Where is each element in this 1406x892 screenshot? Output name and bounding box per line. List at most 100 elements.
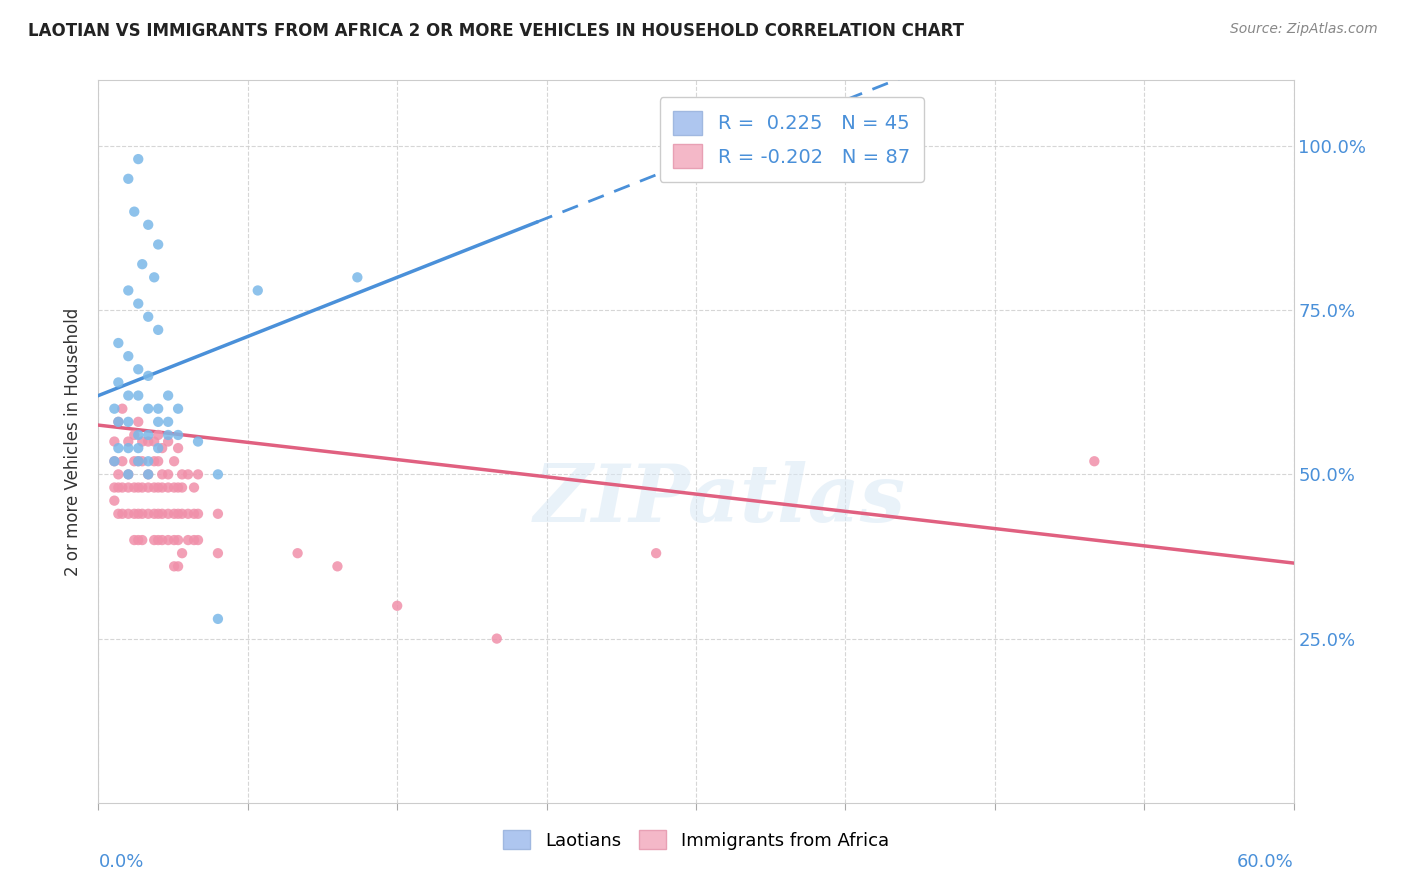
Point: [127, 533, 149, 547]
Point: [167, 401, 190, 416]
Text: ZIPatlas: ZIPatlas: [534, 460, 905, 538]
Point: [167, 559, 190, 574]
Point: [167, 428, 190, 442]
Text: 0.0%: 0.0%: [98, 854, 143, 871]
Point: [172, 467, 194, 482]
Point: [157, 434, 180, 449]
Point: [127, 415, 149, 429]
Point: [163, 454, 186, 468]
Point: [645, 546, 668, 560]
Point: [148, 533, 170, 547]
Text: LAOTIAN VS IMMIGRANTS FROM AFRICA 2 OR MORE VEHICLES IN HOUSEHOLD CORRELATION CH: LAOTIAN VS IMMIGRANTS FROM AFRICA 2 OR M…: [28, 22, 965, 40]
Point: [107, 467, 129, 482]
Point: [187, 467, 209, 482]
Point: [163, 533, 186, 547]
Point: [136, 434, 159, 449]
Point: [117, 284, 139, 298]
Point: [1083, 454, 1105, 468]
Point: [107, 481, 129, 495]
Point: [107, 376, 129, 390]
Point: [117, 415, 139, 429]
Point: [150, 533, 173, 547]
Point: [111, 454, 134, 468]
Point: [157, 415, 180, 429]
Point: [148, 401, 170, 416]
Point: [143, 434, 166, 449]
Point: [124, 204, 146, 219]
Point: [117, 467, 139, 482]
Point: [157, 388, 180, 402]
Point: [177, 467, 200, 482]
Point: [103, 434, 125, 449]
Point: [177, 533, 200, 547]
Point: [143, 481, 166, 495]
Legend: Laotians, Immigrants from Africa: Laotians, Immigrants from Africa: [495, 822, 897, 859]
Point: [157, 507, 180, 521]
Point: [246, 284, 269, 298]
Point: [127, 152, 149, 166]
Y-axis label: 2 or more Vehicles in Household: 2 or more Vehicles in Household: [65, 308, 83, 575]
Point: [287, 546, 309, 560]
Point: [107, 507, 129, 521]
Point: [187, 434, 209, 449]
Point: [167, 507, 190, 521]
Point: [136, 467, 159, 482]
Point: [103, 493, 125, 508]
Point: [117, 481, 139, 495]
Point: [136, 467, 159, 482]
Text: Source: ZipAtlas.com: Source: ZipAtlas.com: [1230, 22, 1378, 37]
Point: [163, 507, 186, 521]
Point: [207, 507, 229, 521]
Point: [183, 533, 205, 547]
Point: [103, 481, 125, 495]
Point: [157, 428, 180, 442]
Point: [183, 481, 205, 495]
Point: [183, 507, 205, 521]
Point: [107, 415, 129, 429]
Point: [148, 507, 170, 521]
Point: [150, 467, 173, 482]
Point: [187, 533, 209, 547]
Point: [163, 481, 186, 495]
Point: [167, 533, 190, 547]
Point: [143, 270, 166, 285]
Point: [127, 441, 149, 455]
Point: [136, 218, 159, 232]
Point: [124, 507, 146, 521]
Point: [117, 171, 139, 186]
Point: [172, 481, 194, 495]
Point: [148, 481, 170, 495]
Point: [148, 428, 170, 442]
Point: [124, 481, 146, 495]
Point: [117, 507, 139, 521]
Point: [127, 296, 149, 310]
Point: [172, 546, 194, 560]
Point: [107, 441, 129, 455]
Point: [148, 415, 170, 429]
Point: [148, 237, 170, 252]
Point: [150, 507, 173, 521]
Point: [111, 507, 134, 521]
Point: [103, 454, 125, 468]
Point: [136, 310, 159, 324]
Point: [157, 533, 180, 547]
Point: [143, 533, 166, 547]
Point: [131, 507, 153, 521]
Point: [172, 507, 194, 521]
Point: [136, 507, 159, 521]
Point: [167, 441, 190, 455]
Text: 60.0%: 60.0%: [1237, 854, 1294, 871]
Point: [131, 533, 153, 547]
Point: [131, 434, 153, 449]
Point: [143, 507, 166, 521]
Point: [127, 428, 149, 442]
Point: [150, 481, 173, 495]
Point: [117, 388, 139, 402]
Point: [346, 270, 368, 285]
Point: [148, 441, 170, 455]
Point: [136, 428, 159, 442]
Point: [177, 507, 200, 521]
Point: [117, 441, 139, 455]
Point: [103, 401, 125, 416]
Point: [136, 401, 159, 416]
